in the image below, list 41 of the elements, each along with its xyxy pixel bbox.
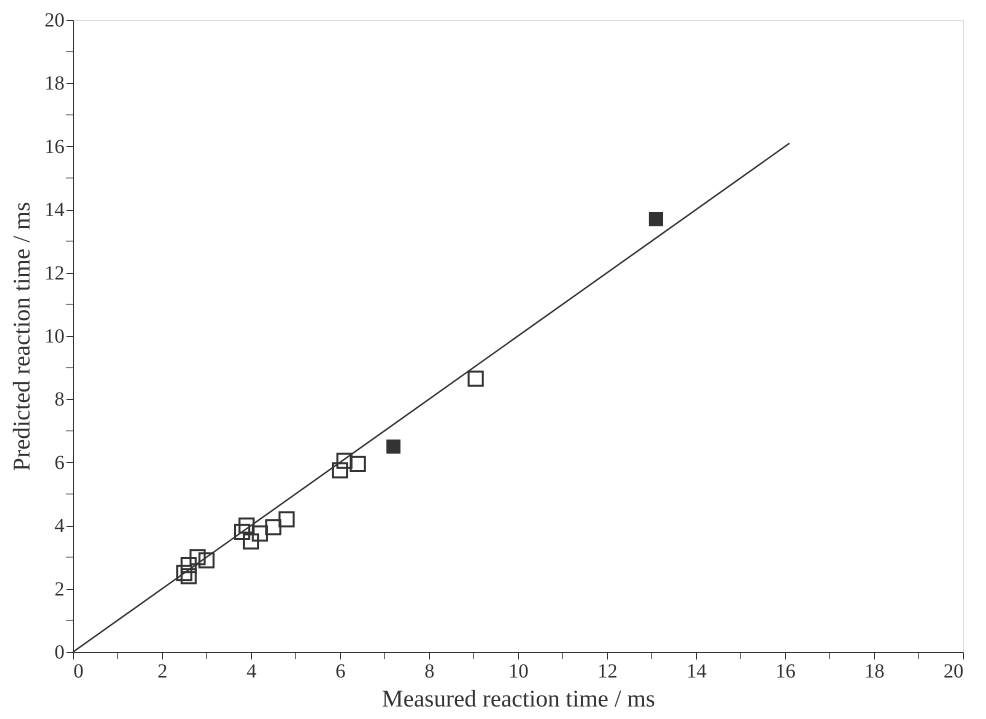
point xyxy=(242,533,260,550)
y-tick-label: 14 xyxy=(44,199,64,222)
point xyxy=(238,518,255,534)
x-tick-label: 6 xyxy=(336,660,346,682)
y-tick-label: 16 xyxy=(44,136,64,158)
point xyxy=(252,525,268,542)
x-tick-label: 16 xyxy=(776,660,796,682)
point xyxy=(468,370,484,387)
x-tick-label: 18 xyxy=(864,660,884,682)
x-tick-label: 4 xyxy=(246,660,256,682)
point xyxy=(234,524,250,540)
y-axis-title: Predicted reaction time / ms xyxy=(10,202,36,472)
point xyxy=(350,456,366,472)
x-axis-title: Measured reaction time / ms xyxy=(382,686,656,712)
x-tick-label: 8 xyxy=(424,660,434,682)
y-tick-label: 0 xyxy=(54,642,64,664)
x-tick-label: 10 xyxy=(508,660,528,682)
point xyxy=(180,568,197,584)
x-tick-label: 2 xyxy=(158,660,168,682)
y-tick-label: 4 xyxy=(54,515,64,538)
y-tick-label: 12 xyxy=(44,262,64,284)
point xyxy=(265,519,282,536)
y-tick-label: 2 xyxy=(54,578,64,600)
y-tick-label: 18 xyxy=(44,72,64,95)
y-tick-label: 8 xyxy=(54,388,64,411)
point xyxy=(332,462,348,478)
y-tick-label: 6 xyxy=(54,452,64,474)
point xyxy=(278,511,295,528)
x-tick-label: 14 xyxy=(686,660,706,682)
x-tick-label: 20 xyxy=(944,660,964,682)
point xyxy=(180,557,197,574)
point xyxy=(648,212,664,226)
x-tick-label: 0 xyxy=(74,660,84,682)
point xyxy=(190,549,206,566)
x-tick-label: 12 xyxy=(598,660,618,682)
point xyxy=(336,452,353,469)
point xyxy=(198,552,215,568)
y-tick-label: 20 xyxy=(44,10,64,32)
y-tick-label: 10 xyxy=(44,326,64,348)
point xyxy=(176,564,192,582)
point xyxy=(386,440,400,454)
